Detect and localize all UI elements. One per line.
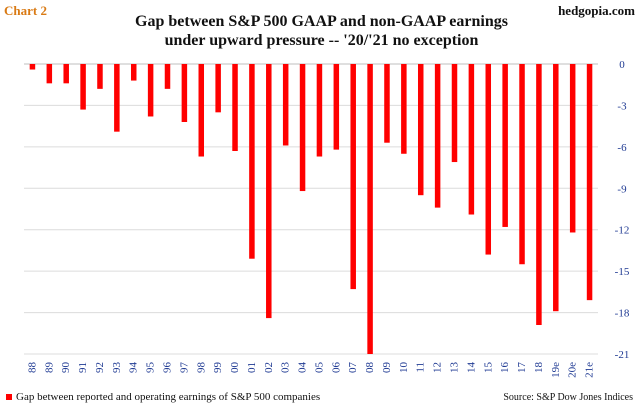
- bar: [249, 64, 255, 259]
- x-tick-label: 08: [364, 362, 376, 374]
- bar: [367, 64, 373, 354]
- source-note: Source: S&P Dow Jones Indices: [503, 392, 633, 403]
- bar: [29, 64, 36, 70]
- y-tick-label: -15: [615, 266, 630, 278]
- y-tick-label: -12: [615, 225, 630, 237]
- x-tick-label: 93: [111, 362, 123, 374]
- x-tick-label: 17: [516, 362, 528, 374]
- bar: [130, 64, 137, 81]
- bar: [384, 64, 390, 143]
- bar: [553, 64, 559, 312]
- bar: [198, 64, 205, 157]
- bar: [80, 64, 86, 110]
- x-tick-label: 88: [26, 362, 38, 374]
- y-tick-label: -9: [617, 183, 627, 195]
- chart-number-label: Chart 2: [4, 3, 47, 18]
- bar: [434, 64, 441, 208]
- x-tick-label: 12: [432, 362, 444, 373]
- bar: [316, 64, 323, 157]
- x-tick-label: 13: [449, 362, 461, 374]
- bar: [401, 64, 407, 154]
- x-tick-label: 95: [145, 362, 157, 374]
- bar: [333, 64, 340, 150]
- bar: [299, 64, 306, 192]
- x-tick-label: 97: [178, 362, 190, 374]
- bar: [502, 64, 508, 227]
- x-tick-label: 09: [381, 362, 393, 374]
- bar: [468, 64, 475, 215]
- bar: [63, 64, 69, 84]
- bar: [147, 64, 154, 117]
- bar: [519, 64, 525, 265]
- bar: [536, 64, 542, 325]
- x-tick-label: 94: [128, 362, 140, 374]
- x-tick-label: 15: [482, 362, 494, 374]
- chart-title-line-1: Gap between S&P 500 GAAP and non-GAAP ea…: [135, 13, 508, 30]
- y-tick-label: -3: [617, 100, 627, 112]
- x-tick-label: 07: [347, 362, 359, 374]
- x-tick-label: 04: [297, 362, 309, 374]
- bar: [46, 64, 53, 84]
- x-tick-label: 14: [465, 362, 477, 374]
- bar: [215, 64, 221, 113]
- bar: [97, 64, 103, 89]
- bar: [114, 64, 120, 132]
- x-tick-label: 05: [313, 362, 325, 374]
- x-tick-label: 89: [43, 362, 55, 374]
- bar: [417, 64, 424, 196]
- y-tick-label: 0: [619, 59, 625, 71]
- x-tick-label: 99: [212, 362, 224, 374]
- x-tick-label: 98: [195, 362, 207, 374]
- bar: [164, 64, 171, 89]
- bar: [266, 64, 272, 319]
- x-tick-label: 02: [263, 362, 275, 373]
- x-tick-label: 92: [94, 362, 106, 373]
- x-tick-label: 90: [60, 362, 72, 374]
- bar: [569, 64, 576, 233]
- legend-label: Gap between reported and operating earni…: [16, 391, 321, 403]
- legend-swatch: [6, 394, 12, 400]
- x-tick-label: 01: [246, 362, 258, 373]
- x-tick-label: 19e: [550, 362, 562, 378]
- x-tick-label: 18: [533, 362, 545, 374]
- x-tick-label: 21e: [584, 362, 596, 378]
- legend: Gap between reported and operating earni…: [6, 391, 320, 403]
- chart-title-line-2: under upward pressure -- '20/'21 no exce…: [164, 32, 479, 49]
- x-tick-label: 16: [499, 362, 511, 374]
- y-tick-label: -21: [615, 349, 630, 361]
- bar: [232, 64, 238, 151]
- chart-title: Gap between S&P 500 GAAP and non-GAAP ea…: [0, 12, 643, 50]
- x-tick-label: 10: [398, 362, 410, 374]
- x-tick-label: 20e: [567, 362, 579, 378]
- x-tick-label: 96: [162, 362, 174, 374]
- bar: [181, 64, 188, 122]
- x-tick-label: 11: [415, 362, 427, 373]
- bar: [485, 64, 492, 255]
- x-tick-label: 91: [77, 362, 89, 373]
- bar: [282, 64, 289, 146]
- site-watermark: hedgopia.com: [558, 3, 635, 18]
- bar: [586, 64, 593, 301]
- x-tick-label: 06: [330, 362, 342, 374]
- y-tick-label: -6: [617, 142, 627, 154]
- bar: [451, 64, 458, 163]
- x-tick-label: 03: [280, 362, 292, 374]
- bar: [350, 64, 356, 290]
- x-tick-label: 00: [229, 362, 241, 374]
- y-tick-label: -18: [615, 308, 630, 320]
